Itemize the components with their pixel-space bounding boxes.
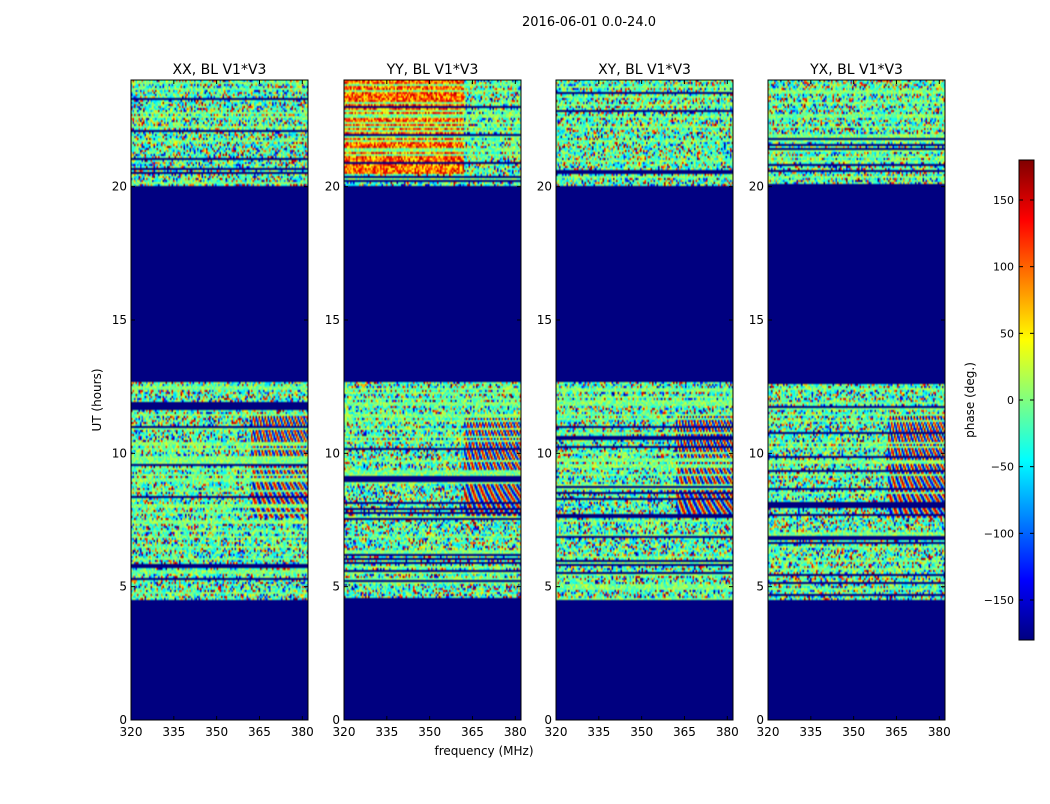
x-tick-label: 380 [504, 725, 527, 739]
axes-frame-2 [555, 79, 734, 721]
axes-frame-1 [343, 79, 522, 721]
y-tick-label: 10 [325, 446, 340, 460]
y-tick-label: 15 [112, 313, 127, 327]
y-tick-label: 5 [756, 580, 764, 594]
panel-2: XY, BL V1*V3 320 335 350 365 380 0 5 10 15 20 [537, 62, 739, 739]
y-tick-label: 0 [119, 713, 127, 727]
y-tick-label: 15 [325, 313, 340, 327]
y-tick-label: 20 [749, 180, 764, 194]
x-tick-label: 380 [716, 725, 739, 739]
colorbar-tick-label: −100 [984, 527, 1014, 540]
x-tick-label: 350 [418, 725, 441, 739]
y-tick-label: 15 [537, 313, 552, 327]
axes-frame-0 [130, 79, 309, 721]
y-tick-label: 20 [325, 180, 340, 194]
y-tick-label: 0 [756, 713, 764, 727]
x-tick-label: 335 [375, 725, 398, 739]
panel-1: YY, BL V1*V3 320 335 350 365 380 0 5 10 15 20 [325, 62, 527, 739]
x-tick-label: 335 [587, 725, 610, 739]
x-tick-label: 335 [162, 725, 185, 739]
colorbar-tick-label: −150 [984, 594, 1014, 607]
panel-title-3: YX, BL V1*V3 [809, 62, 903, 78]
x-axis-label: frequency (MHz) [434, 744, 533, 758]
x-tick-label: 365 [248, 725, 271, 739]
x-tick-label: 350 [205, 725, 228, 739]
panel-title-0: XX, BL V1*V3 [173, 62, 267, 78]
colorbar-tick-label: −50 [991, 461, 1014, 474]
y-tick-label: 0 [544, 713, 552, 727]
x-tick-label: 350 [630, 725, 653, 739]
x-tick-label: 320 [120, 725, 143, 739]
colorbar-tick-label: 150 [993, 194, 1014, 207]
x-tick-label: 350 [842, 725, 865, 739]
colorbar-tick-label: 0 [1007, 394, 1014, 407]
colorbar-label: phase (deg.) [963, 362, 977, 438]
x-tick-label: 365 [885, 725, 908, 739]
y-tick-label: 15 [749, 313, 764, 327]
colorbar-tick-label: 100 [993, 261, 1014, 274]
x-tick-label: 335 [799, 725, 822, 739]
heatmap-image-1 [344, 80, 521, 720]
panel-title-2: XY, BL V1*V3 [598, 62, 691, 78]
panel-title-1: YY, BL V1*V3 [386, 62, 479, 78]
x-tick-label: 365 [461, 725, 484, 739]
x-tick-label: 380 [928, 725, 951, 739]
heatmap-image-2 [556, 80, 733, 720]
y-tick-label: 10 [749, 446, 764, 460]
heatmap-image-0 [131, 80, 308, 720]
y-tick-label: 5 [332, 580, 340, 594]
y-tick-label: 5 [119, 580, 127, 594]
x-tick-label: 320 [545, 725, 568, 739]
x-tick-label: 320 [333, 725, 356, 739]
y-tick-label: 20 [537, 180, 552, 194]
y-tick-label: 5 [544, 580, 552, 594]
x-tick-label: 320 [757, 725, 780, 739]
colorbar: −150 −100 −50 0 50 100 150 [984, 159, 1035, 641]
y-tick-label: 0 [332, 713, 340, 727]
colorbar-tick-label: 50 [1000, 327, 1014, 340]
figure-suptitle: 2016-06-01 0.0-24.0 [522, 15, 656, 30]
y-axis-label: UT (hours) [90, 368, 104, 431]
heatmap-image-3 [768, 80, 945, 720]
x-tick-label: 380 [291, 725, 314, 739]
x-tick-label: 365 [673, 725, 696, 739]
axes-frame-3 [767, 79, 946, 721]
panel-0: XX, BL V1*V3 320 335 350 365 380 0 5 10 15 20 [112, 62, 314, 739]
y-tick-label: 20 [112, 180, 127, 194]
panel-3: YX, BL V1*V3 320 335 350 365 380 0 5 10 15 20 [749, 62, 951, 739]
y-tick-label: 10 [112, 446, 127, 460]
y-tick-label: 10 [537, 446, 552, 460]
